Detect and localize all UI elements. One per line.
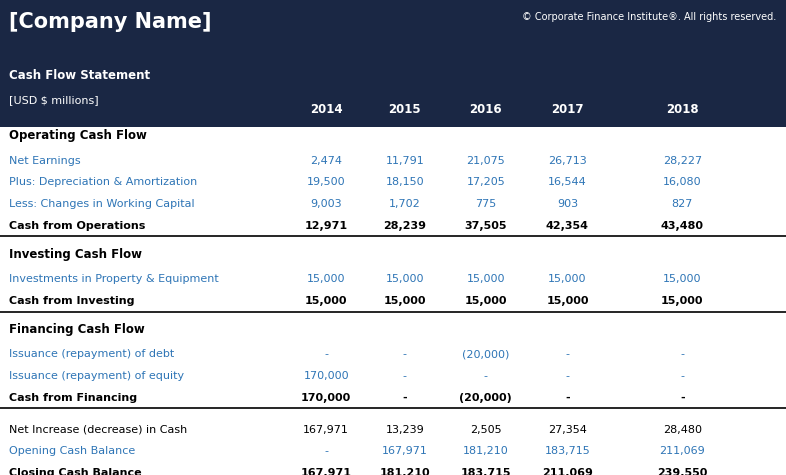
Text: 239,550: 239,550 [657,468,707,475]
Text: Investing Cash Flow: Investing Cash Flow [9,248,142,261]
Text: 170,000: 170,000 [301,393,351,403]
Text: Net Earnings: Net Earnings [9,156,81,166]
Text: 16,544: 16,544 [548,177,587,187]
Text: 827: 827 [671,199,693,209]
Text: 11,791: 11,791 [385,156,424,166]
Text: Net Increase (decrease) in Cash: Net Increase (decrease) in Cash [9,425,188,435]
Text: Financing Cash Flow: Financing Cash Flow [9,323,145,336]
Text: 15,000: 15,000 [663,274,701,284]
Text: 181,210: 181,210 [463,446,509,456]
Text: Cash from Operations: Cash from Operations [9,220,146,230]
Text: 15,000: 15,000 [307,274,345,284]
Text: -: - [324,446,329,456]
Text: 2,474: 2,474 [310,156,342,166]
Text: 15,000: 15,000 [305,296,347,306]
Text: Cash from Investing: Cash from Investing [9,296,135,306]
Text: 211,069: 211,069 [542,468,593,475]
Text: 15,000: 15,000 [384,296,426,306]
Text: [USD $ millions]: [USD $ millions] [9,95,99,105]
Text: 13,239: 13,239 [385,425,424,435]
Text: 167,971: 167,971 [301,468,351,475]
Text: 43,480: 43,480 [661,220,703,230]
Text: Investments in Property & Equipment: Investments in Property & Equipment [9,274,219,284]
Text: 27,354: 27,354 [548,425,587,435]
Text: -: - [324,350,329,360]
Text: -: - [402,393,407,403]
Text: 183,715: 183,715 [461,468,511,475]
Text: (20,000): (20,000) [459,393,512,403]
Text: -: - [402,350,407,360]
Text: -: - [483,371,488,381]
Text: 26,713: 26,713 [548,156,587,166]
Text: 16,080: 16,080 [663,177,702,187]
FancyBboxPatch shape [0,127,786,475]
Text: 19,500: 19,500 [307,177,346,187]
Text: Issuance (repayment) of debt: Issuance (repayment) of debt [9,350,174,360]
Text: 167,971: 167,971 [303,425,349,435]
Text: -: - [565,371,570,381]
Text: 15,000: 15,000 [546,296,589,306]
Text: [Company Name]: [Company Name] [9,12,212,32]
Text: -: - [680,371,685,381]
Text: 15,000: 15,000 [549,274,586,284]
Text: 9,003: 9,003 [310,199,342,209]
Text: Cash Flow Statement: Cash Flow Statement [9,69,151,82]
Text: 21,075: 21,075 [466,156,505,166]
Text: 167,971: 167,971 [382,446,428,456]
Text: 12,971: 12,971 [305,220,347,230]
Text: Cash from Financing: Cash from Financing [9,393,138,403]
Text: 18,150: 18,150 [385,177,424,187]
Text: 183,715: 183,715 [545,446,590,456]
Text: 1,702: 1,702 [389,199,421,209]
Text: 2015: 2015 [388,103,421,116]
Text: Closing Cash Balance: Closing Cash Balance [9,468,142,475]
Text: 170,000: 170,000 [303,371,349,381]
Text: 775: 775 [475,199,497,209]
Text: 15,000: 15,000 [465,296,507,306]
Text: 17,205: 17,205 [466,177,505,187]
Text: 37,505: 37,505 [465,220,507,230]
Text: 28,239: 28,239 [384,220,426,230]
Text: Operating Cash Flow: Operating Cash Flow [9,129,147,142]
Text: 15,000: 15,000 [467,274,505,284]
Text: -: - [680,350,685,360]
Text: 181,210: 181,210 [380,468,430,475]
Text: -: - [565,393,570,403]
Text: 15,000: 15,000 [661,296,703,306]
Text: 2018: 2018 [666,103,699,116]
Text: (20,000): (20,000) [462,350,509,360]
Text: 211,069: 211,069 [659,446,705,456]
Text: Less: Changes in Working Capital: Less: Changes in Working Capital [9,199,195,209]
Text: -: - [565,350,570,360]
Text: 28,480: 28,480 [663,425,702,435]
Text: 15,000: 15,000 [386,274,424,284]
Text: Issuance (repayment) of equity: Issuance (repayment) of equity [9,371,185,381]
Text: -: - [402,371,407,381]
Text: -: - [680,393,685,403]
Text: 42,354: 42,354 [546,220,589,230]
Text: 28,227: 28,227 [663,156,702,166]
Text: Plus: Depreciation & Amortization: Plus: Depreciation & Amortization [9,177,198,187]
Text: 2014: 2014 [310,103,343,116]
Text: 903: 903 [557,199,578,209]
Text: Opening Cash Balance: Opening Cash Balance [9,446,136,456]
Text: 2016: 2016 [469,103,502,116]
Text: 2017: 2017 [551,103,584,116]
Text: 2,505: 2,505 [470,425,501,435]
Text: © Corporate Finance Institute®. All rights reserved.: © Corporate Finance Institute®. All righ… [523,12,777,22]
